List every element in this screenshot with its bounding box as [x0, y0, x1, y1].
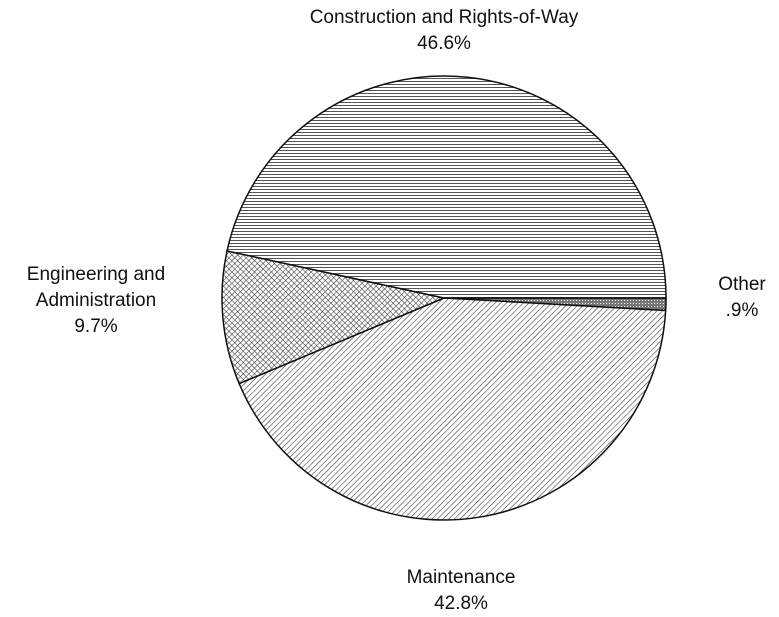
slice-value: 9.7%: [74, 316, 118, 337]
slice-value: 46.6%: [417, 33, 471, 54]
pie-slice: [238, 297, 667, 521]
slice-label: Engineering and Administration: [26, 264, 166, 311]
slice-label: Maintenance: [406, 567, 516, 588]
slice-value: .9%: [725, 300, 759, 321]
slice-label: Construction and Rights-of-Way: [309, 7, 579, 28]
pie-slice: [226, 75, 667, 299]
slice-value: 42.8%: [434, 593, 488, 614]
pie-slice: [221, 250, 447, 385]
slice-label: Other: [718, 274, 766, 295]
